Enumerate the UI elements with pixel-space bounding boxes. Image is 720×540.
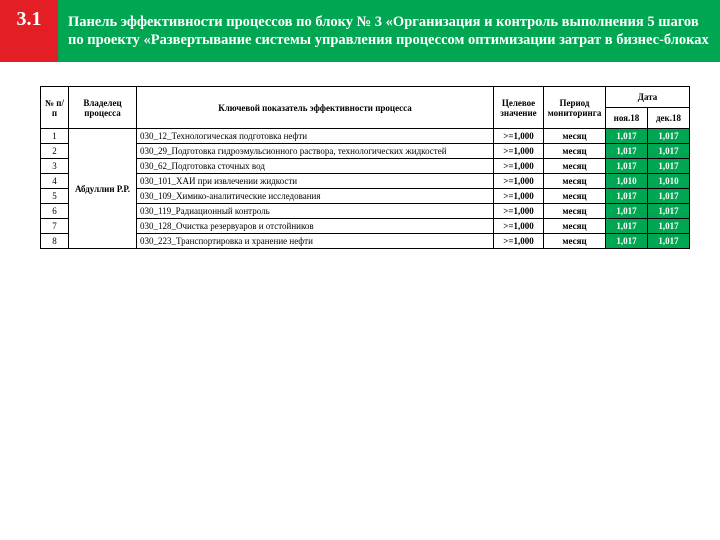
cell-target: >=1,000 — [494, 159, 544, 174]
col-header-num: № п/п — [41, 87, 69, 129]
cell-period: месяц — [544, 144, 606, 159]
cell-value-dec: 1,017 — [648, 234, 690, 249]
cell-target: >=1,000 — [494, 189, 544, 204]
cell-kpi: 030_128_Очистка резервуаров и отстойнико… — [137, 219, 494, 234]
table-row: 7 030_128_Очистка резервуаров и отстойник… — [41, 219, 690, 234]
cell-value-nov: 1,017 — [606, 129, 648, 144]
col-header-kpi: Ключевой показатель эффективности процес… — [137, 87, 494, 129]
cell-kpi: 030_223_Транспортировка и хранение нефти — [137, 234, 494, 249]
cell-value-dec: 1,017 — [648, 159, 690, 174]
cell-period: месяц — [544, 159, 606, 174]
cell-kpi: 030_109_Химико-аналитические исследовани… — [137, 189, 494, 204]
col-header-period: Период мониторинга — [544, 87, 606, 129]
table-row: 6 030_119_Радиационный контроль>=1,000мес… — [41, 204, 690, 219]
table-row: 3 030_62_Подготовка сточных вод>=1,000мес… — [41, 159, 690, 174]
cell-period: месяц — [544, 204, 606, 219]
kpi-table: № п/п Владелец процесса Ключевой показат… — [40, 86, 690, 249]
cell-value-nov: 1,017 — [606, 219, 648, 234]
cell-num: 7 — [41, 219, 69, 234]
cell-kpi: 030_62_Подготовка сточных вод — [137, 159, 494, 174]
table-container: № п/п Владелец процесса Ключевой показат… — [0, 62, 720, 249]
cell-target: >=1,000 — [494, 174, 544, 189]
table-row: 1Абдуллин Р.Р.030_12_Технологическая под… — [41, 129, 690, 144]
cell-period: месяц — [544, 234, 606, 249]
cell-target: >=1,000 — [494, 219, 544, 234]
cell-value-dec: 1,017 — [648, 144, 690, 159]
page-title: Панель эффективности процессов по блоку … — [58, 0, 720, 62]
col-header-date-group: Дата — [606, 87, 690, 108]
section-badge: 3.1 — [0, 0, 58, 62]
col-header-owner: Владелец процесса — [69, 87, 137, 129]
cell-kpi: 030_12_Технологическая подготовка нефти — [137, 129, 494, 144]
cell-target: >=1,000 — [494, 234, 544, 249]
cell-value-nov: 1,017 — [606, 159, 648, 174]
cell-num: 5 — [41, 189, 69, 204]
cell-value-nov: 1,017 — [606, 189, 648, 204]
cell-period: месяц — [544, 189, 606, 204]
cell-period: месяц — [544, 174, 606, 189]
cell-num: 2 — [41, 144, 69, 159]
cell-period: месяц — [544, 129, 606, 144]
cell-value-nov: 1,010 — [606, 174, 648, 189]
cell-value-dec: 1,017 — [648, 219, 690, 234]
cell-owner: Абдуллин Р.Р. — [69, 129, 137, 249]
cell-value-nov: 1,017 — [606, 204, 648, 219]
cell-kpi: 030_29_Подготовка гидроэмульсионного рас… — [137, 144, 494, 159]
table-row: 4 030_101_ХАИ при извлечении жидкости>=1,… — [41, 174, 690, 189]
page-header: 3.1 Панель эффективности процессов по бл… — [0, 0, 720, 62]
cell-value-nov: 1,017 — [606, 234, 648, 249]
col-header-date1: ноя.18 — [606, 108, 648, 129]
table-row: 5 030_109_Химико-аналитические исследован… — [41, 189, 690, 204]
cell-kpi: 030_119_Радиационный контроль — [137, 204, 494, 219]
cell-value-dec: 1,010 — [648, 174, 690, 189]
cell-value-dec: 1,017 — [648, 204, 690, 219]
cell-target: >=1,000 — [494, 144, 544, 159]
cell-value-nov: 1,017 — [606, 144, 648, 159]
cell-num: 6 — [41, 204, 69, 219]
cell-num: 4 — [41, 174, 69, 189]
table-row: 2 030_29_Подготовка гидроэмульсионного ра… — [41, 144, 690, 159]
cell-period: месяц — [544, 219, 606, 234]
cell-num: 8 — [41, 234, 69, 249]
cell-num: 1 — [41, 129, 69, 144]
cell-value-dec: 1,017 — [648, 189, 690, 204]
cell-value-dec: 1,017 — [648, 129, 690, 144]
cell-target: >=1,000 — [494, 129, 544, 144]
table-row: 8 030_223_Транспортировка и хранение нефт… — [41, 234, 690, 249]
cell-num: 3 — [41, 159, 69, 174]
col-header-target: Целевое значение — [494, 87, 544, 129]
cell-kpi: 030_101_ХАИ при извлечении жидкости — [137, 174, 494, 189]
col-header-date2: дек.18 — [648, 108, 690, 129]
cell-target: >=1,000 — [494, 204, 544, 219]
